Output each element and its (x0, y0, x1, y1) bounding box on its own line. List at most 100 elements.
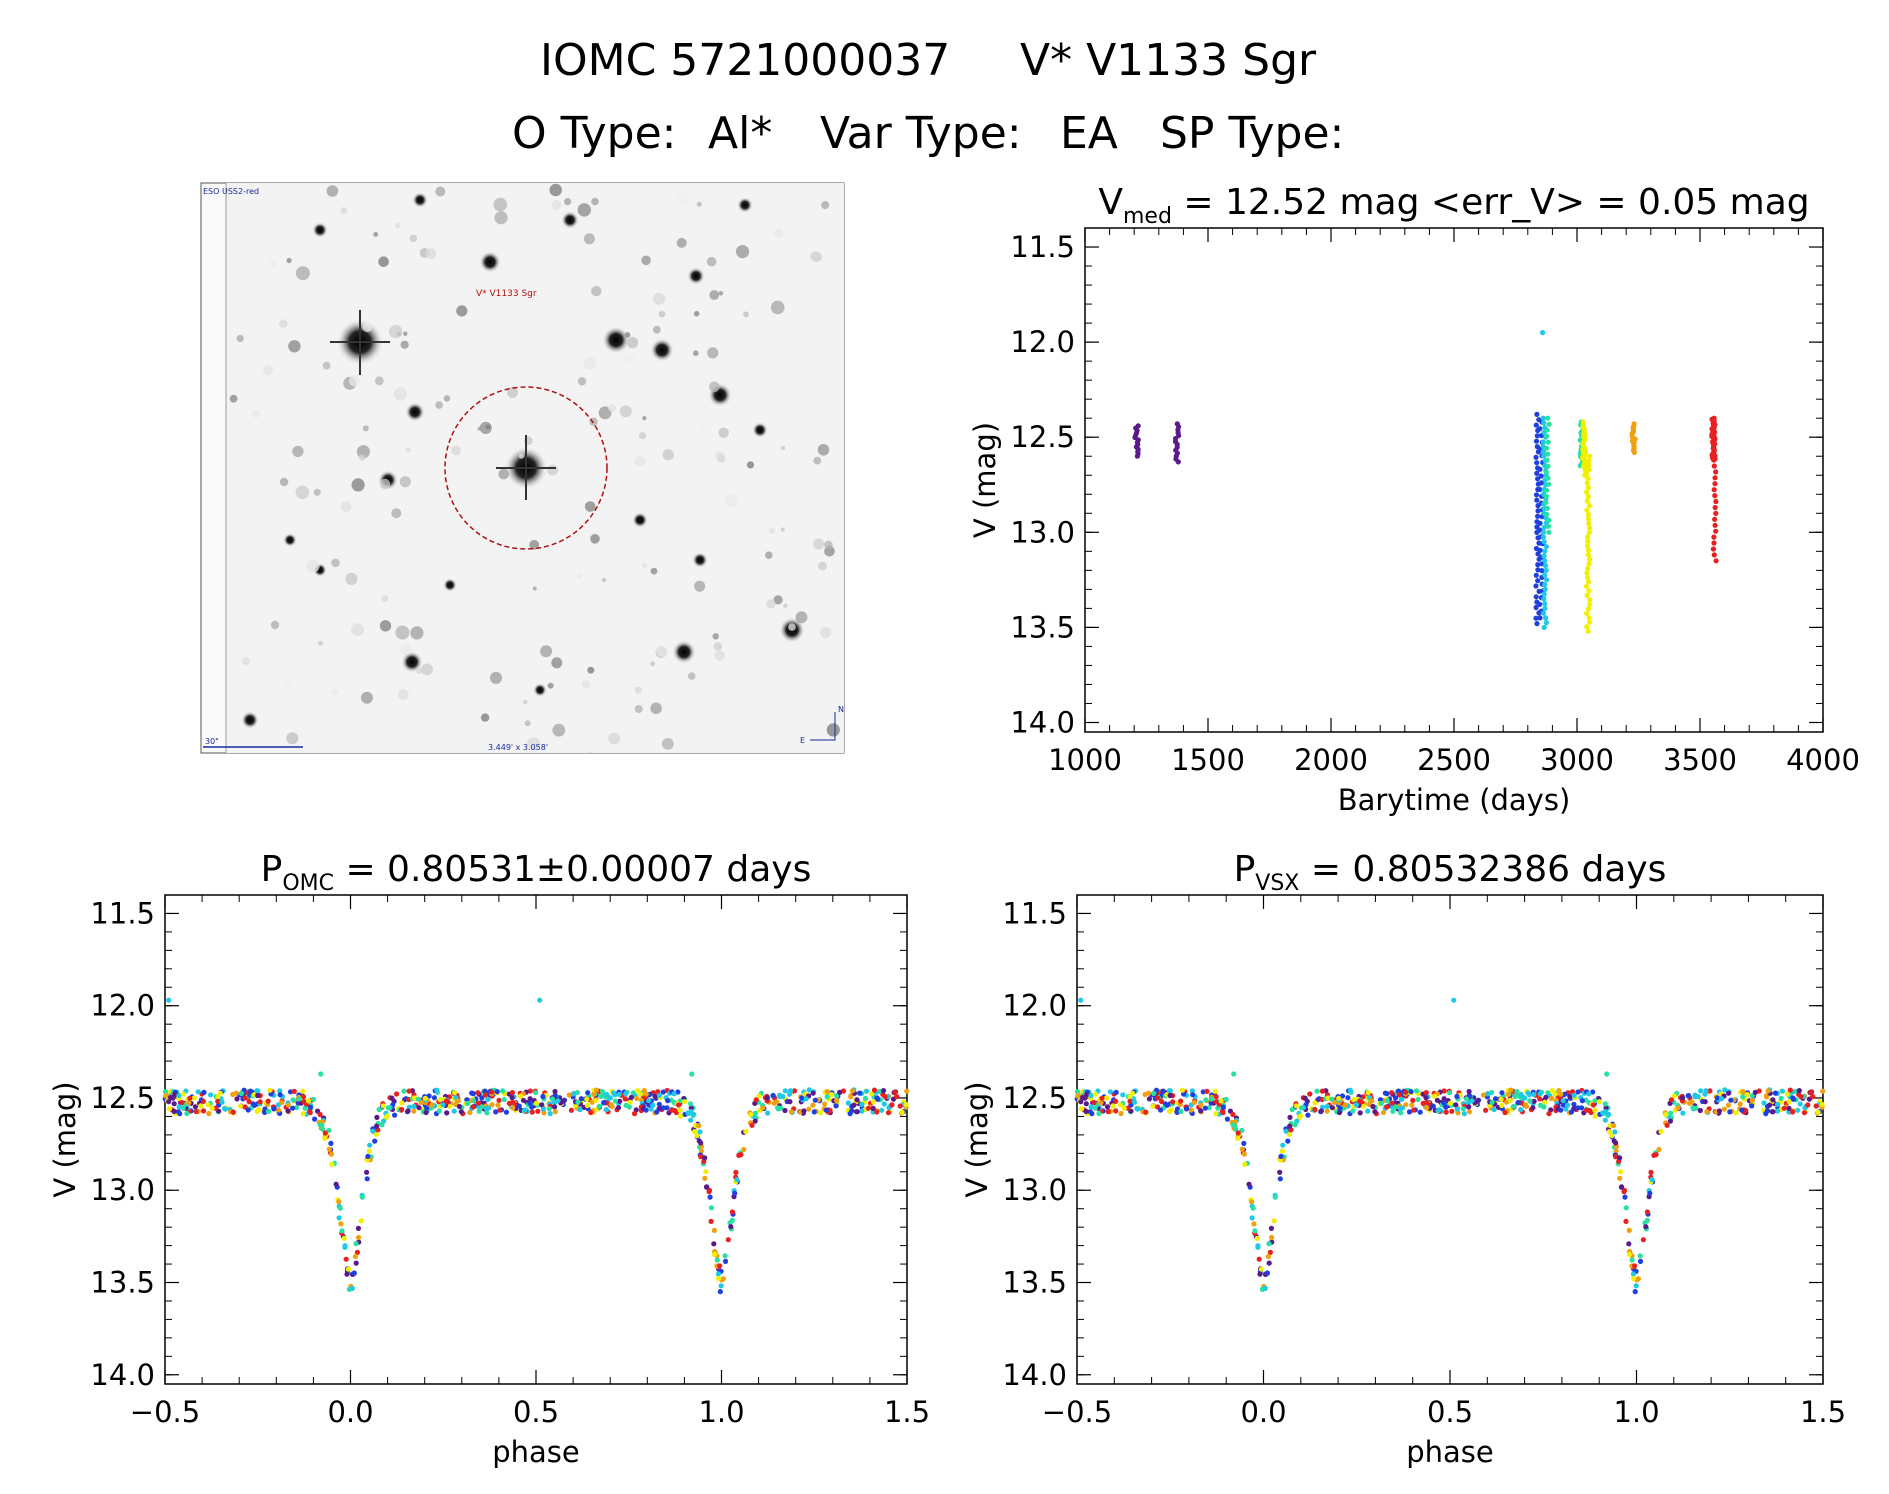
finder-star (694, 580, 706, 592)
finder-star (241, 656, 250, 666)
data-point (1583, 471, 1590, 477)
x-tick-label: 3000 (1540, 743, 1614, 777)
data-point (475, 1090, 481, 1096)
finder-fov-label: 3.449' x 3.058' (488, 743, 548, 752)
data-point (770, 1092, 776, 1099)
data-point (1502, 1109, 1508, 1116)
finder-star (624, 332, 631, 338)
data-point (489, 1089, 495, 1095)
data-point (1178, 1108, 1184, 1114)
data-point (485, 1096, 491, 1102)
data-point (788, 1109, 795, 1115)
data-point (708, 1205, 715, 1211)
finder-star (642, 416, 647, 421)
data-point (692, 1129, 698, 1135)
data-point (1712, 481, 1718, 487)
data-point (411, 1103, 417, 1110)
finder-star (415, 667, 423, 674)
finder-star (687, 672, 696, 680)
finder-star (632, 512, 648, 528)
data-point (1268, 1225, 1274, 1231)
data-point (451, 1108, 457, 1114)
finder-star (700, 422, 706, 427)
finder-star (279, 477, 289, 487)
data-point (1537, 1091, 1543, 1097)
data-point (1357, 1110, 1363, 1116)
finder-star (533, 683, 547, 697)
data-point (1538, 473, 1544, 479)
finder-star (401, 651, 423, 673)
finder-star (619, 405, 632, 418)
finder-star (359, 454, 366, 461)
data-point (179, 1099, 185, 1106)
data-point (1623, 1205, 1629, 1211)
finder-star (322, 361, 331, 370)
data-point (1702, 1099, 1708, 1105)
data-point (799, 1095, 805, 1101)
data-point (1571, 1101, 1577, 1107)
data-point (847, 1111, 853, 1117)
finder-star (774, 228, 784, 238)
data-point (1292, 1122, 1298, 1128)
finder-star (405, 402, 425, 422)
data-point (215, 1094, 221, 1100)
data-point (217, 1090, 223, 1096)
data-point (588, 1109, 594, 1116)
data-point (522, 1107, 528, 1113)
data-point (1534, 497, 1540, 503)
finder-star (656, 645, 669, 658)
data-point (1423, 1090, 1429, 1096)
finder-star (626, 336, 639, 349)
data-point (1522, 1095, 1528, 1101)
data-point (355, 1225, 361, 1231)
data-point (1389, 1090, 1395, 1096)
data-point (1103, 1095, 1110, 1101)
data-point (1131, 1099, 1138, 1105)
data-point (326, 1146, 332, 1152)
data-point (862, 1095, 869, 1101)
finder-star (236, 334, 244, 343)
data-point (1266, 1260, 1272, 1266)
data-point (1092, 1105, 1098, 1111)
data-point (733, 1169, 739, 1175)
data-point (1235, 1130, 1241, 1136)
finder-star (351, 478, 365, 492)
data-point (1535, 578, 1541, 584)
data-point (1381, 1109, 1387, 1116)
data-point (865, 1105, 872, 1111)
data-point (1721, 1106, 1727, 1112)
data-point (339, 1228, 345, 1234)
data-point (870, 1099, 877, 1105)
data-point (1543, 620, 1549, 626)
data-point (584, 1096, 590, 1102)
finder-star (639, 432, 647, 440)
data-point (200, 1108, 207, 1114)
data-point (245, 1107, 251, 1113)
data-point (1146, 1090, 1152, 1096)
finder-star (345, 572, 358, 586)
data-point (1537, 615, 1543, 621)
data-point (1105, 1108, 1111, 1115)
data-point (506, 1100, 512, 1106)
data-point (1586, 615, 1592, 621)
finder-star (527, 737, 541, 751)
data-point (585, 1090, 591, 1096)
data-point (470, 1104, 476, 1110)
data-point (1336, 1095, 1342, 1101)
data-point (1671, 1093, 1677, 1099)
finder-star (712, 633, 719, 640)
data-point (688, 1117, 694, 1123)
data-point (643, 1107, 649, 1113)
data-point (1579, 1098, 1585, 1104)
data-point (782, 1088, 788, 1094)
data-point (195, 1089, 201, 1095)
data-point (1212, 1088, 1218, 1094)
data-point (698, 1154, 704, 1160)
data-point (698, 1140, 704, 1146)
data-point (248, 1088, 254, 1094)
finder-star (269, 260, 277, 268)
data-point (1649, 1177, 1655, 1183)
data-point (1644, 1209, 1650, 1215)
finder-star (340, 501, 352, 513)
finder-star (598, 406, 612, 420)
